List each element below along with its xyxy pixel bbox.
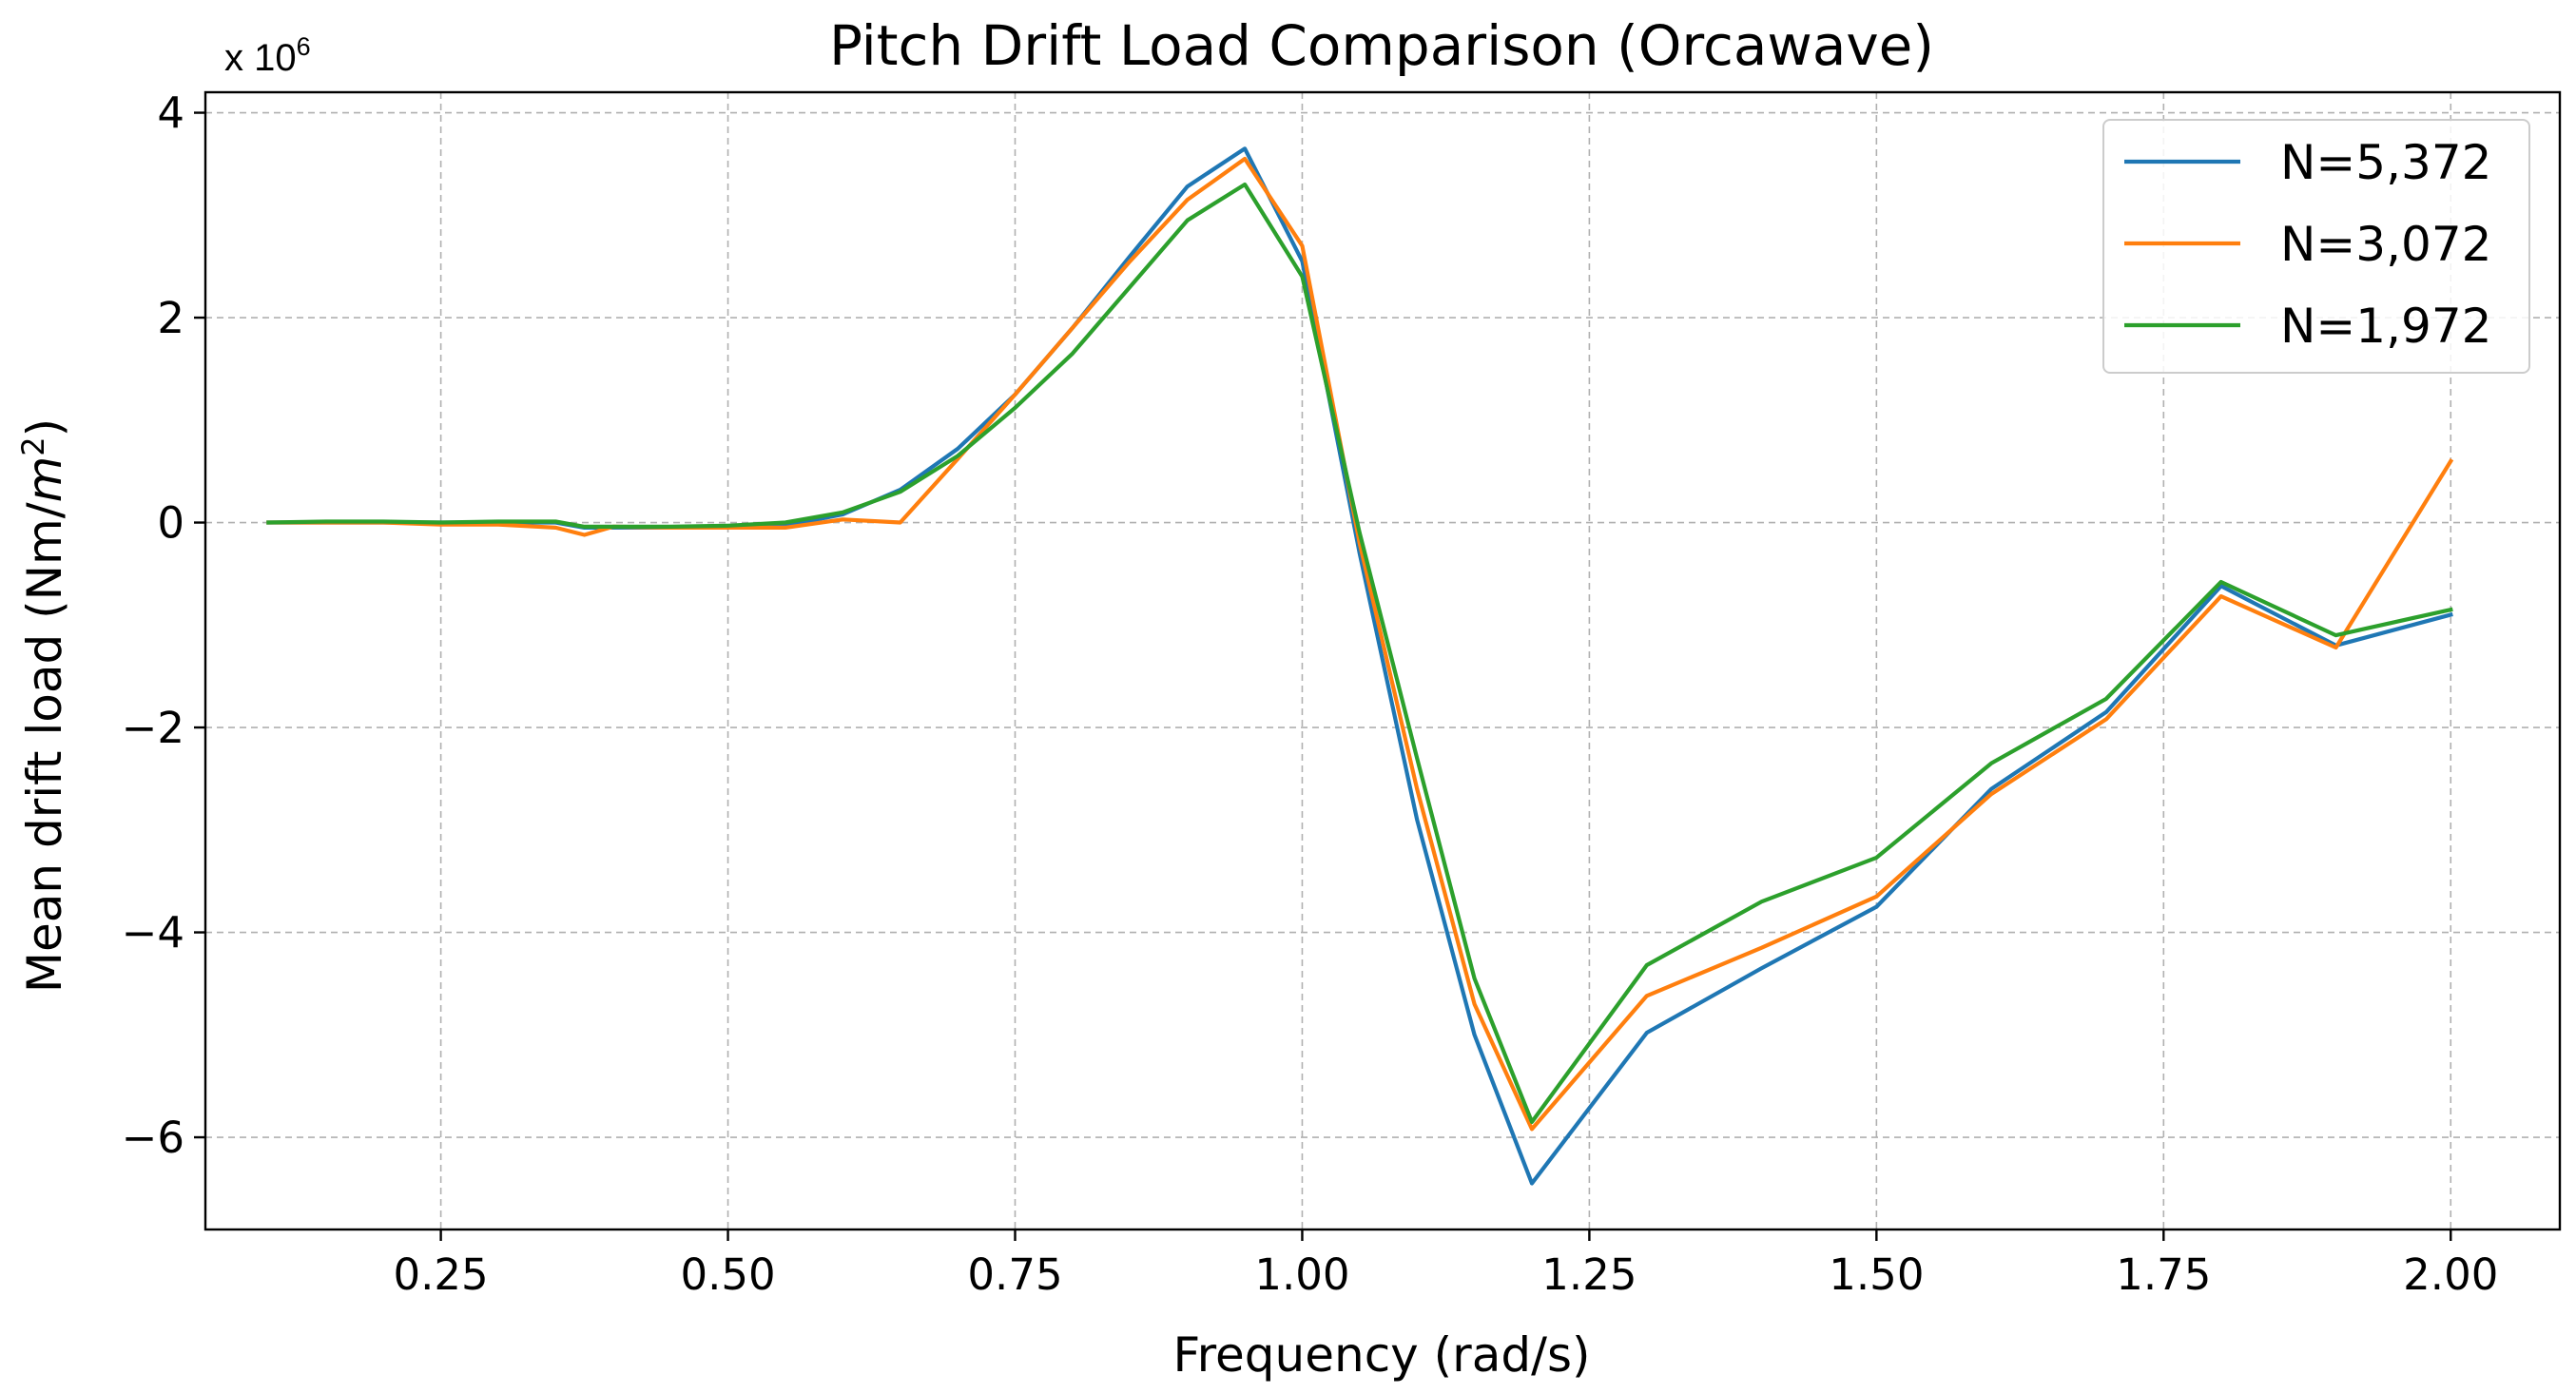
series-line-N=1,972 <box>266 182 2453 1125</box>
series-lines <box>266 146 2454 1186</box>
chart-title: Pitch Drift Load Comparison (Orcawave) <box>829 13 1934 78</box>
y-tick-label: −6 <box>122 1113 184 1163</box>
y-tick-label: 4 <box>157 88 184 139</box>
legend: N=5,372 N=3,072 N=1,972 <box>2102 119 2530 374</box>
x-tick-label: 2.00 <box>2403 1249 2498 1300</box>
y-axis-scale-multiplier: x 106 <box>224 32 311 79</box>
x-tick-label: 0.75 <box>967 1249 1062 1300</box>
x-axis-title: Frequency (rad/s) <box>1172 1327 1590 1383</box>
y-axis-title-superscript: 2 <box>15 436 51 455</box>
y-tick-label: 0 <box>157 498 184 549</box>
y-tick-label: 2 <box>157 293 184 343</box>
y-tick-label: −4 <box>122 908 184 958</box>
legend-box <box>2102 119 2530 374</box>
scale-exponent: 6 <box>297 32 311 61</box>
legend-label: N=1,972 <box>2280 299 2491 354</box>
x-tick-label: 1.25 <box>1541 1249 1637 1300</box>
y-tick-label: −2 <box>122 703 184 753</box>
y-axis-title: Mean drift load (Nm/m2) <box>15 418 72 993</box>
x-tick-label: 0.25 <box>393 1249 488 1300</box>
legend-label: N=3,072 <box>2280 217 2491 272</box>
x-tick-label: 0.50 <box>680 1249 775 1300</box>
scale-base: x 10 <box>224 37 297 79</box>
legend-label: N=5,372 <box>2280 135 2491 190</box>
y-axis-title-main: Mean drift load (Nm/ <box>17 502 72 993</box>
y-axis-title-close: ) <box>17 418 72 437</box>
x-tick-label: 1.75 <box>2116 1249 2211 1300</box>
axis-ticks: 0.25 0.50 0.75 1.00 1.25 1.50 1.75 2.00 −6 −4 −2 0 2… <box>122 88 2499 1300</box>
y-axis-title-variable: m <box>17 456 72 503</box>
grid <box>205 92 2560 1229</box>
plot-frame <box>203 90 2562 1231</box>
x-tick-label: 1.00 <box>1254 1249 1349 1300</box>
series-line-N=3,072 <box>266 156 2454 1132</box>
x-tick-label: 1.50 <box>1829 1249 1924 1300</box>
